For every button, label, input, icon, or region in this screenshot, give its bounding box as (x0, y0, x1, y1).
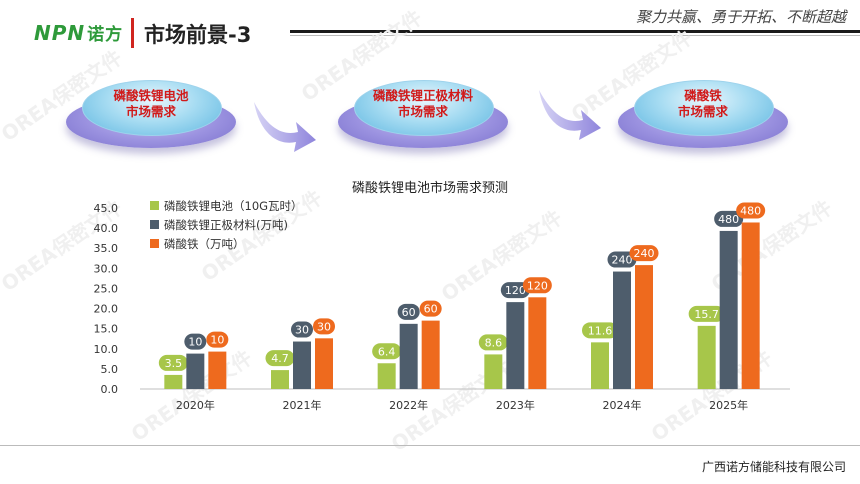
data-label: 120 (505, 284, 526, 297)
x-tick-label: 2025年 (709, 398, 748, 412)
bar (741, 222, 760, 389)
data-label-bubble (372, 343, 402, 360)
bar (421, 320, 440, 389)
data-label-bubble (265, 350, 295, 367)
footer-company: 广西诺方储能科技有限公司 (701, 460, 846, 474)
data-label: 240 (634, 247, 655, 260)
bar (315, 338, 333, 389)
data-label-bubble (607, 251, 637, 268)
data-label-bubble (419, 300, 442, 317)
legend-label: 磷酸铁（万吨） (164, 237, 245, 251)
data-label-bubble (313, 318, 335, 335)
bar (186, 353, 205, 389)
data-label-bubble (158, 354, 188, 371)
flow-arrow-icon (254, 102, 316, 152)
data-label-bubble (688, 305, 725, 322)
x-tick-label: 2023年 (496, 398, 535, 412)
bar (208, 351, 227, 389)
data-label-bubble (500, 282, 530, 299)
legend-swatch (150, 201, 159, 210)
flow-step-label: 磷酸铁 (684, 88, 722, 103)
y-tick-label: 45.0 (94, 202, 119, 215)
page-title: 市场前景-3 (144, 23, 252, 47)
bar (506, 302, 525, 389)
data-label-bubble (582, 322, 618, 339)
bar (164, 374, 183, 389)
flow-step-sublabel: 市场需求 (677, 104, 728, 119)
bar (399, 323, 418, 389)
bar (377, 363, 396, 389)
flow-step-sublabel: 市场需求 (397, 104, 448, 119)
footer-rule (0, 445, 860, 446)
data-label-bubble (206, 331, 229, 348)
x-tick-label: 2024年 (603, 398, 642, 412)
x-tick-label: 2021年 (283, 398, 322, 412)
bar (528, 297, 547, 389)
header: NPN 诺方 市场前景-3 聚力共赢、勇于开拓、不断超越 (0, 0, 860, 60)
y-tick-label: 5.0 (101, 363, 119, 376)
y-tick-label: 35.0 (94, 242, 119, 255)
flow-step-cathode: 磷酸铁锂正极材料 市场需求 (338, 74, 508, 154)
y-tick-label: 30.0 (94, 262, 119, 275)
x-tick-label: 2022年 (389, 398, 428, 412)
y-tick-label: 10.0 (94, 343, 119, 356)
data-label: 60 (424, 303, 438, 316)
bar (271, 370, 289, 389)
y-tick-label: 0.0 (101, 383, 119, 396)
data-label-bubble (629, 245, 659, 262)
data-label-bubble (522, 277, 552, 294)
y-tick-label: 25.0 (94, 282, 119, 295)
data-label: 8.6 (485, 336, 503, 349)
data-label: 10 (188, 336, 202, 349)
legend-label: 磷酸铁锂电池（10G瓦时） (164, 199, 303, 213)
header-rule-thin (290, 35, 860, 36)
flow-step-label: 磷酸铁锂电池 (113, 88, 189, 103)
legend-swatch (150, 239, 159, 248)
flow-step-label: 磷酸铁锂正极材料 (372, 88, 473, 103)
data-label-bubble (291, 321, 313, 338)
data-label: 60 (402, 306, 416, 319)
data-label: 3.5 (165, 357, 183, 370)
demand-forecast-chart: 磷酸铁锂电池市场需求预测 0.0 5.0 10.0 15.0 20.0 25.0 30.0 35… (94, 180, 790, 412)
y-tick-label: 40.0 (94, 222, 119, 235)
flow-step-sublabel: 市场需求 (125, 104, 176, 119)
bar (484, 354, 503, 389)
bar (293, 341, 311, 389)
data-label: 30 (295, 324, 309, 337)
flow-step-battery: 磷酸铁锂电池 市场需求 (66, 74, 236, 154)
data-label: 30 (317, 320, 331, 333)
data-label: 240 (612, 254, 633, 267)
bar (613, 271, 631, 389)
legend-label: 磷酸铁锂正极材料(万吨) (164, 218, 288, 232)
bar (635, 265, 653, 389)
company-logo: NPN 诺方 (34, 21, 124, 45)
chart-title: 磷酸铁锂电池市场需求预测 (352, 180, 508, 196)
data-label: 4.7 (271, 352, 289, 365)
data-label-bubble (478, 334, 508, 351)
data-label: 120 (527, 279, 548, 292)
y-tick-label: 20.0 (94, 303, 119, 316)
flow-arrow-icon (539, 90, 601, 140)
header-rule (290, 30, 860, 33)
slogan: 聚力共赢、勇于开拓、不断超越 (635, 8, 846, 26)
data-label: 6.4 (378, 345, 396, 358)
data-label-bubble (714, 210, 744, 227)
flow-step-iron-phosphate: 磷酸铁 市场需求 (618, 74, 788, 154)
bar (719, 230, 738, 389)
bar (591, 342, 609, 389)
legend-swatch (150, 220, 159, 229)
data-label-bubble (397, 303, 420, 320)
data-label: 480 (718, 213, 739, 226)
data-label: 480 (740, 204, 761, 217)
data-label-bubble (736, 202, 766, 219)
bar (697, 325, 716, 389)
y-tick-label: 15.0 (94, 323, 119, 336)
x-tick-label: 2020年 (176, 398, 215, 412)
flow-diagram: 磷酸铁锂电池 市场需求 磷酸铁锂正极材料 市场需求 磷酸铁 市场需求 (0, 60, 860, 180)
data-label: 10 (210, 334, 224, 347)
data-label-bubble (184, 333, 207, 350)
title-divider (131, 18, 134, 48)
data-label: 11.6 (588, 324, 613, 337)
data-label: 15.7 (694, 308, 719, 321)
